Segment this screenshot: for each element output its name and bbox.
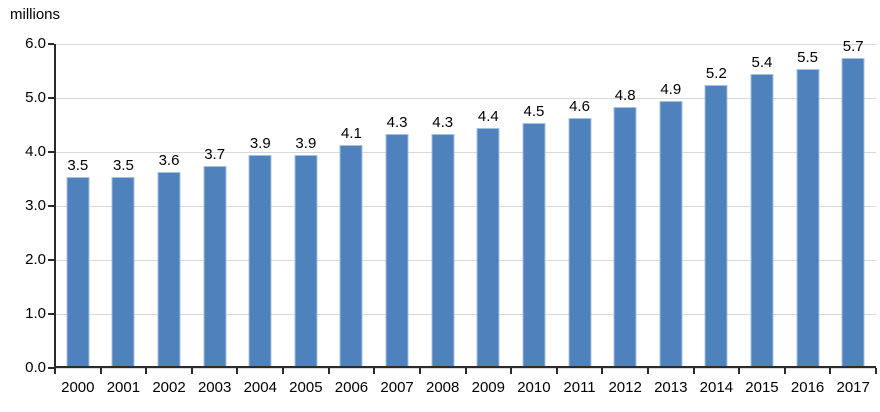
x-axis-category-label: 2009 [471,379,505,396]
bar-value-label: 3.7 [204,146,226,164]
bar-value-label: 3.9 [295,135,317,153]
x-axis-category-label: 2010 [517,379,551,396]
x-axis-tick [875,368,877,374]
y-axis-tick [48,313,54,315]
bar-value-label: 4.5 [523,103,545,120]
y-axis-tick [48,259,54,261]
gridline [55,260,876,261]
bar-2017 [841,58,865,366]
x-axis-category-label: 2008 [426,379,460,396]
bar-value-label: 3.9 [249,135,271,153]
y-axis-line [54,44,56,368]
x-axis-line [54,366,876,368]
gridline [55,44,876,45]
bar-2004 [248,155,272,366]
bar-2016 [796,69,820,366]
y-axis-tick-label: 5.0 [25,89,46,106]
x-axis-tick [692,368,695,374]
bar-value-label: 4.3 [386,113,408,131]
x-axis-tick [601,368,604,374]
bar-2001 [111,177,135,366]
x-axis-category-label: 2011 [563,379,596,396]
x-axis-tick [99,368,102,374]
y-axis-tick-label: 1.0 [25,305,46,322]
gridline [55,152,876,153]
bar-2012 [613,106,637,366]
x-axis-tick [190,368,193,374]
bar-2003 [203,166,227,366]
x-axis-tick [145,368,148,374]
gridline [55,98,876,99]
bar-value-label: 5.2 [705,65,727,83]
bar-value-label: 4.4 [477,108,499,126]
x-axis-tick [510,368,513,374]
x-axis-category-label: 2007 [380,379,414,396]
bar-2013 [659,101,683,366]
bar-2015 [750,74,774,366]
x-axis-category-label: 2016 [790,379,825,396]
x-axis-category-label: 2000 [61,379,95,396]
x-axis-tick [783,368,786,374]
y-axis-tick [48,151,54,153]
y-axis-tick-label: 4.0 [25,143,46,160]
bar-2011 [568,117,592,366]
bar-2010 [522,123,546,366]
x-axis-category-label: 2015 [745,379,779,396]
x-axis-tick [646,368,649,374]
plot-area [55,44,876,369]
y-axis-title: millions [10,6,61,23]
x-axis-tick [555,368,558,374]
x-axis-category-label: 2001 [106,379,141,396]
y-axis-tick-label: 3.0 [25,197,46,214]
y-axis-tick-label: 2.0 [25,251,46,268]
x-axis-tick [327,368,330,374]
x-axis-category-label: 2014 [699,379,734,396]
x-axis-category-label: 2013 [654,379,688,396]
bar-value-label: 4.6 [569,97,590,115]
bar-value-label: 3.5 [67,157,89,174]
bar-value-label: 4.8 [614,86,636,104]
bar-2008 [431,133,455,366]
x-axis-category-label: 2006 [334,379,369,396]
bar-value-label: 3.6 [158,151,180,169]
y-axis-tick-label: 0.0 [25,359,46,376]
bar-value-label: 5.7 [842,38,864,56]
x-axis-tick [373,368,376,374]
x-axis-tick [738,368,741,374]
y-axis-tick [48,205,54,207]
bar-2009 [476,128,500,366]
bar-2002 [157,171,181,366]
y-axis-tick-label: 6.0 [25,35,46,52]
bar-value-label: 4.9 [660,81,682,99]
bar-2014 [704,85,728,366]
x-axis-category-label: 2003 [197,379,232,396]
x-axis-category-label: 2005 [289,379,323,396]
bar-value-label: 4.1 [341,124,362,142]
bar-2000 [66,177,90,366]
bar-2007 [385,133,409,366]
x-axis-tick [282,368,285,374]
y-axis-tick [48,43,54,45]
x-axis-category-label: 2017 [836,379,870,396]
x-axis-category-label: 2002 [152,379,186,396]
x-axis-tick [418,368,421,374]
gridline [55,314,876,315]
y-axis-tick [48,97,54,99]
bar-2006 [339,144,363,366]
x-axis-tick [829,368,832,374]
x-axis-category-label: 2004 [243,379,277,396]
bar-value-label: 3.5 [112,157,134,174]
bar-value-label: 5.4 [751,54,773,72]
y-axis-tick [48,367,54,369]
x-axis-tick [464,368,467,374]
x-axis-tick [236,368,239,374]
x-axis-category-label: 2012 [608,379,642,396]
bar-2005 [294,155,318,366]
bar-value-label: 5.5 [797,49,819,66]
x-axis-tick [54,368,56,374]
gridline [55,206,876,207]
bar-value-label: 4.3 [432,113,454,131]
